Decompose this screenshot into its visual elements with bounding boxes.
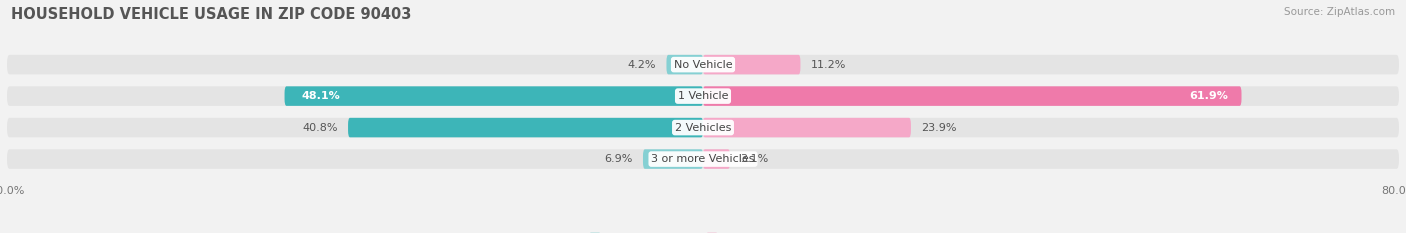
Text: 2 Vehicles: 2 Vehicles [675, 123, 731, 133]
FancyBboxPatch shape [7, 149, 1399, 169]
FancyBboxPatch shape [703, 149, 730, 169]
FancyBboxPatch shape [703, 118, 911, 137]
Text: 4.2%: 4.2% [627, 60, 657, 70]
FancyBboxPatch shape [666, 55, 703, 74]
Text: 48.1%: 48.1% [302, 91, 340, 101]
Text: 61.9%: 61.9% [1189, 91, 1229, 101]
Text: 1 Vehicle: 1 Vehicle [678, 91, 728, 101]
Text: 3 or more Vehicles: 3 or more Vehicles [651, 154, 755, 164]
Text: 11.2%: 11.2% [811, 60, 846, 70]
Text: No Vehicle: No Vehicle [673, 60, 733, 70]
FancyBboxPatch shape [703, 86, 1241, 106]
Text: 40.8%: 40.8% [302, 123, 337, 133]
FancyBboxPatch shape [643, 149, 703, 169]
Text: 3.1%: 3.1% [741, 154, 769, 164]
FancyBboxPatch shape [7, 86, 1399, 106]
Text: 6.9%: 6.9% [605, 154, 633, 164]
FancyBboxPatch shape [703, 55, 800, 74]
FancyBboxPatch shape [284, 86, 703, 106]
FancyBboxPatch shape [7, 118, 1399, 137]
FancyBboxPatch shape [7, 55, 1399, 74]
Text: 23.9%: 23.9% [921, 123, 957, 133]
Text: Source: ZipAtlas.com: Source: ZipAtlas.com [1284, 7, 1395, 17]
Text: HOUSEHOLD VEHICLE USAGE IN ZIP CODE 90403: HOUSEHOLD VEHICLE USAGE IN ZIP CODE 9040… [11, 7, 412, 22]
FancyBboxPatch shape [349, 118, 703, 137]
